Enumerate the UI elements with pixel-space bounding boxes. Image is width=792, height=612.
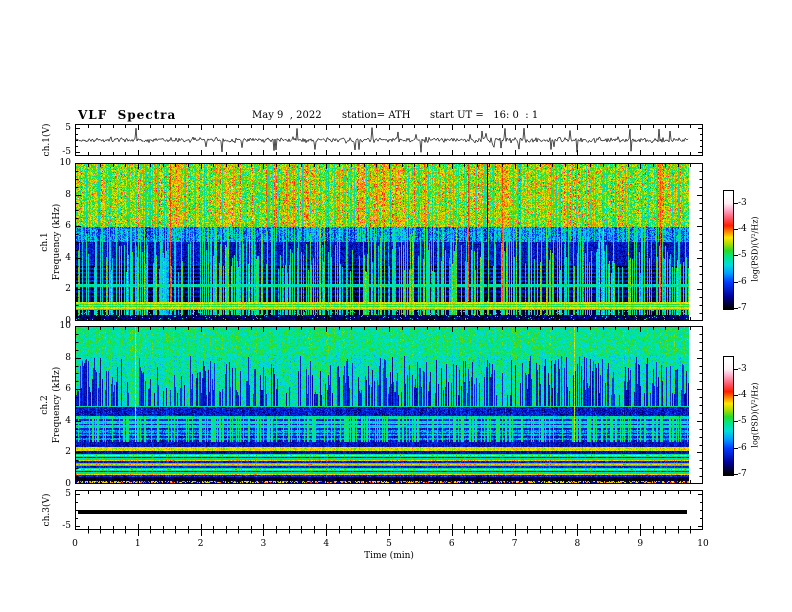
ch1-spectrogram-canvas — [75, 163, 703, 321]
ch2-freq-tick-label: 0 — [65, 479, 71, 489]
ch2-colorbar — [723, 356, 739, 476]
time-tick-label: 10 — [697, 539, 709, 549]
ch3-waveform-canvas — [75, 490, 703, 538]
ch1-colorbar — [723, 190, 739, 310]
ch2-freq-tick-label: 10 — [59, 321, 71, 331]
ch2-spec-axis-label-line1: ch.2 — [40, 395, 50, 415]
ch1-waveform-canvas — [75, 124, 703, 156]
colorbar2-tick-label: -3 — [738, 363, 747, 374]
time-axis-label: Time (min) — [364, 551, 414, 561]
colorbar1-tick-label: -6 — [738, 276, 747, 287]
colorbar1-tick-label: -3 — [738, 197, 747, 208]
plot-title: VLF Spectra — [78, 108, 177, 122]
colorbar2-tick-label: -5 — [738, 416, 747, 427]
ch1-freq-tick-label: 2 — [65, 284, 71, 295]
plot-start-ut: start UT = 16: 0 : 1 — [430, 110, 539, 121]
ch1-volt-tick-label: -5 — [62, 147, 71, 157]
ch1-freq-tick-label: 10 — [59, 158, 71, 168]
ch2-freq-tick-label: 6 — [65, 384, 71, 395]
time-tick-label: 8 — [574, 539, 581, 549]
time-tick-label: 2 — [197, 539, 204, 549]
time-tick-label: 3 — [260, 539, 267, 549]
colorbar1-unit-label: log(PSD)(V²/Hz) — [750, 216, 760, 282]
ch1-freq-tick-label: 8 — [65, 189, 71, 200]
colorbar1-tick-label: -5 — [738, 250, 747, 261]
ch2-freq-tick-label: 2 — [65, 447, 71, 458]
plot-date: May 9 , 2022 — [252, 110, 322, 121]
ch2-spectrogram-canvas — [75, 326, 703, 484]
ch2-freq-tick-label: 4 — [65, 415, 71, 426]
ch1-volt-axis-label: ch.1(V) — [42, 123, 52, 157]
time-tick-label: 5 — [386, 539, 392, 549]
plot-station: station= ATH — [342, 110, 411, 121]
time-tick-label: 7 — [511, 539, 518, 549]
ch3-volt-tick-label: 5 — [65, 489, 71, 499]
time-tick-label: 1 — [134, 539, 141, 549]
ch1-volt-tick-label: 5 — [65, 123, 71, 133]
ch2-spec-axis-label-line2: Frequency (kHz) — [52, 366, 62, 444]
ch1-freq-tick-label: 6 — [65, 221, 71, 232]
ch1-freq-tick-label: 0 — [65, 316, 71, 326]
colorbar2-tick-label: -7 — [738, 469, 747, 479]
time-tick-label: 9 — [637, 539, 644, 549]
time-tick-label: 0 — [72, 539, 78, 549]
ch2-freq-tick-label: 8 — [65, 352, 71, 363]
colorbar2-tick-label: -6 — [738, 442, 747, 453]
colorbar2-unit-label: log(PSD)(V²/Hz) — [750, 382, 760, 448]
colorbar2-tick-label: -4 — [738, 390, 747, 401]
colorbar1-tick-label: -7 — [738, 303, 747, 313]
time-tick-label: 4 — [323, 539, 330, 549]
time-tick-label: 6 — [448, 539, 455, 549]
ch1-freq-tick-label: 4 — [65, 252, 71, 263]
ch1-spec-axis-label-line1: ch.1 — [40, 232, 50, 252]
ch1-spec-axis-label-line2: Frequency (kHz) — [52, 203, 62, 281]
ch3-volt-tick-label: -5 — [62, 521, 71, 531]
ch3-volt-axis-label: ch.3(V) — [42, 493, 52, 527]
colorbar1-tick-label: -4 — [738, 224, 747, 235]
